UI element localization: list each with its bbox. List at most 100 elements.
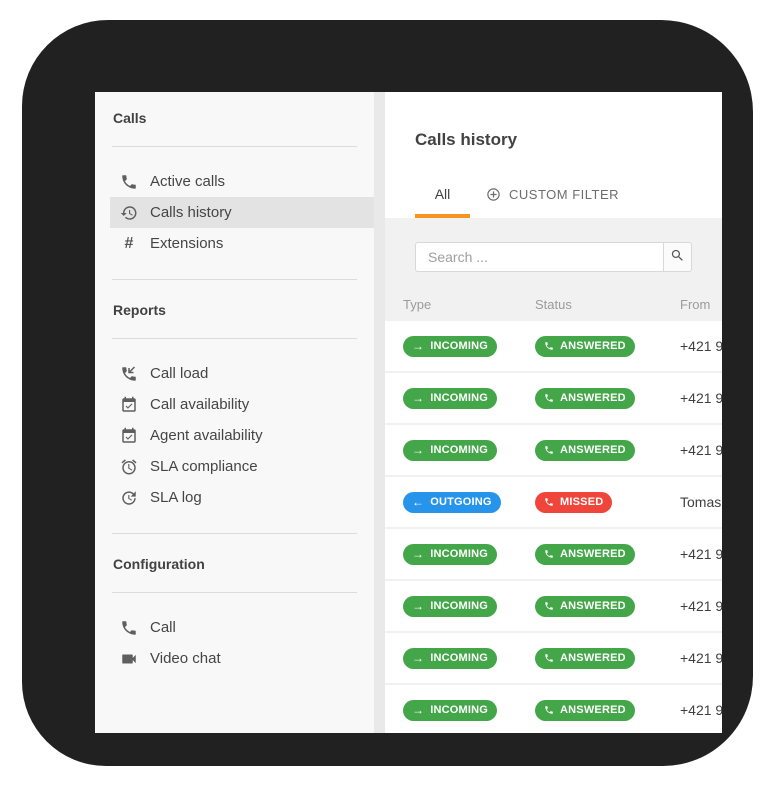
table-header: Type Status From [385,288,722,321]
phone-icon [545,446,553,454]
arrow-left-icon: ← [412,495,425,509]
tab-bar: All CUSTOM FILTER [415,174,619,218]
arrow-right-icon: → [412,391,425,405]
column-header-status: Status [535,297,572,312]
column-header-from: From [680,297,711,312]
divider [112,592,357,593]
sidebar-item-label: Extensions [150,235,224,252]
tab-all-label: All [434,186,451,202]
phone-icon [545,342,553,350]
phone-icon [545,550,553,558]
table-row[interactable]: ← OUTGOING MISSED Tomas [385,477,722,527]
table-row[interactable]: →INCOMING ANSWERED +421 94 [385,529,722,579]
sidebar-item-label: SLA compliance [150,458,258,475]
status-badge-answered: ANSWERED [535,439,635,461]
type-badge-incoming: → INCOMING [403,387,498,409]
from-cell: +421 94 [680,338,722,354]
sidebar-list-configuration: Call Video chat [95,612,374,674]
hash-icon: # [124,234,134,252]
arrow-right-icon: → [412,547,425,561]
search-icon [670,248,685,266]
phone-icon [545,602,553,610]
from-cell: +421 94 [680,390,722,406]
status-badge-answered: ANSWERED [535,543,635,565]
table-row[interactable]: →INCOMING ANSWERED +421 91 [385,425,722,475]
add-circle-icon [486,187,501,202]
status-badge-answered: ANSWERED [535,647,635,669]
phone-icon [120,173,138,191]
search-input-group [415,242,692,272]
divider [112,338,357,339]
sidebar-item-call-availability[interactable]: Call availability [110,389,374,420]
main-body: Type Status From →INCOMING ANSWERED +421… [385,218,722,733]
type-badge-incoming: → INCOMING [403,647,498,669]
arrow-right-icon: → [412,339,425,353]
search-row [385,218,722,272]
arrow-right-icon: → [412,703,425,717]
sidebar-item-label: Agent availability [150,427,263,444]
phone-callback-icon [120,365,138,383]
phone-icon [545,394,553,402]
app-window: Calls Active calls Calls history # Exten… [95,92,722,733]
table-row[interactable]: →INCOMING ANSWERED +421 94 [385,685,722,733]
main-panel: Calls history All CUSTOM FILTER [385,92,722,733]
sidebar-item-label: Active calls [150,173,226,190]
sidebar-item-label: Call load [150,365,209,382]
type-badge-outgoing: ← OUTGOING [403,491,501,513]
sidebar-item-extensions[interactable]: # Extensions [110,228,374,259]
tab-custom-filter[interactable]: CUSTOM FILTER [486,174,619,218]
arrow-right-icon: → [412,443,425,457]
from-cell: +421 91 [680,650,722,666]
sidebar-list-calls: Active calls Calls history # Extensions [95,166,374,259]
clock-refresh-icon [120,489,138,507]
sidebar-item-label: SLA log [150,489,202,506]
table-row[interactable]: →INCOMING ANSWERED +421 90 [385,581,722,631]
tab-all[interactable]: All [415,174,470,218]
sidebar-section-title-configuration: Configuration [113,556,205,572]
type-badge-incoming: → INCOMING [403,543,498,565]
calendar-check-icon [120,427,138,445]
sidebar-item-video-chat[interactable]: Video chat [110,643,374,674]
type-badge-incoming: → INCOMING [403,335,498,357]
from-cell: +421 90 [680,598,722,614]
search-input[interactable] [415,242,663,272]
sidebar-section-title-calls: Calls [113,110,147,126]
table-row[interactable]: →INCOMING ANSWERED +421 91 [385,633,722,683]
from-cell: +421 94 [680,546,722,562]
sidebar-item-sla-log[interactable]: SLA log [110,482,374,513]
type-badge-incoming: → INCOMING [403,595,498,617]
calls-table: Type Status From → INCOMING ANSWERED +421… [385,288,722,733]
status-badge-answered: ANSWERED [535,699,635,721]
status-badge-answered: ANSWERED [535,595,635,617]
device-frame: Calls Active calls Calls history # Exten… [22,20,753,766]
from-cell: +421 91 [680,442,722,458]
sidebar-list-reports: Call load Call availability Agent availa… [95,358,374,513]
sidebar-item-call-load[interactable]: Call load [110,358,374,389]
divider [112,279,357,280]
sidebar-item-active-calls[interactable]: Active calls [110,166,374,197]
column-header-type: Type [403,297,432,312]
history-icon [120,204,138,222]
sidebar-item-agent-availability[interactable]: Agent availability [110,420,374,451]
phone-icon [545,654,553,662]
table-row[interactable]: →INCOMING ANSWERED +421 94 [385,373,722,423]
sidebar-item-label: Calls history [150,204,232,221]
videocam-icon [120,650,138,668]
sidebar-item-call[interactable]: Call [110,612,374,643]
page-title: Calls history [415,130,518,149]
divider [112,533,357,534]
from-cell: Tomas [680,494,722,510]
sidebar-item-calls-history[interactable]: Calls history [110,197,374,228]
alarm-icon [120,458,138,476]
arrow-right-icon: → [412,651,425,665]
arrow-right-icon: → [412,599,425,613]
search-button[interactable] [663,242,692,272]
phone-icon [120,619,138,637]
tab-custom-filter-label: CUSTOM FILTER [509,186,620,202]
sidebar-section-title-reports: Reports [113,302,166,318]
type-badge-incoming: → INCOMING [403,439,498,461]
table-row[interactable]: →INCOMING ANSWERED +421 94 [385,321,722,371]
sidebar-item-sla-compliance[interactable]: SLA compliance [110,451,374,482]
phone-icon [545,706,553,714]
